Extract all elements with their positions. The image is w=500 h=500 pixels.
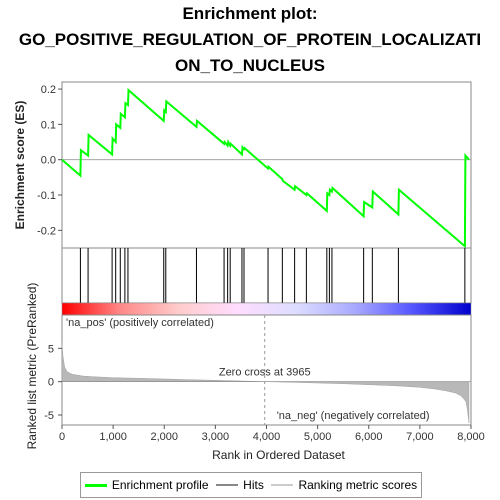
es-ylabel: Enrichment score (ES) xyxy=(13,101,27,230)
rank-heatmap xyxy=(61,302,472,316)
enrichment-chart: Zero cross at 3965 'na_pos' (positively c… xyxy=(13,81,485,462)
rank-plot-frame xyxy=(61,314,472,426)
xtick-label: 7,000 xyxy=(406,431,434,443)
rank-ytick-label: 5 xyxy=(48,343,54,355)
chart-title-line-1: Enrichment plot: xyxy=(182,4,318,23)
heatmap-bar xyxy=(61,302,472,316)
rank-ytick-label: -5 xyxy=(44,410,54,422)
es-ytick-label: -0.2 xyxy=(37,225,56,237)
xlabel: Rank in Ordered Dataset xyxy=(212,448,345,462)
zero-cross-label: Zero cross at 3965 xyxy=(219,367,311,379)
xtick-label: 2,000 xyxy=(150,431,178,443)
legend-item-enrichment: Enrichment profile xyxy=(84,478,209,492)
xtick-label: 8,000 xyxy=(457,431,485,443)
xtick-label: 0 xyxy=(59,431,65,443)
es-plot-frame xyxy=(61,81,472,249)
ranked-metric-panel: Zero cross at 3965 'na_pos' (positively c… xyxy=(61,314,472,426)
pos-correlated-label: 'na_pos' (positively correlated) xyxy=(66,317,214,329)
legend-label-ranking: Ranking metric scores xyxy=(298,478,418,492)
xtick-label: 5,000 xyxy=(304,431,332,443)
hits-panel xyxy=(61,247,472,304)
es-panel xyxy=(61,81,472,249)
chart-title-line-2: GO_POSITIVE_REGULATION_OF_PROTEIN_LOCALI… xyxy=(18,30,482,49)
legend-swatch-enrichment xyxy=(84,483,107,487)
xtick-label: 1,000 xyxy=(99,431,127,443)
legend-item-hits: Hits xyxy=(216,478,264,492)
legend: Enrichment profile Hits Ranking metric s… xyxy=(80,472,422,498)
xtick-label: 6,000 xyxy=(355,431,383,443)
es-ytick-label: 0.0 xyxy=(41,155,56,167)
axes: 0.2 0.1 0.0 -0.1 -0.2 Enrichment score (ES) 5 0… xyxy=(13,84,485,462)
legend-label-enrichment: Enrichment profile xyxy=(111,478,209,492)
neg-correlated-label: 'na_neg' (negatively correlated) xyxy=(277,410,430,422)
ranked-metric-area xyxy=(61,342,470,424)
legend-item-ranking: Ranking metric scores xyxy=(271,478,417,492)
legend-label-hits: Hits xyxy=(243,478,264,492)
enrichment-profile-line xyxy=(61,87,470,249)
xtick-label: 3,000 xyxy=(202,431,230,443)
es-ytick-label: -0.1 xyxy=(37,190,56,202)
legend-swatch-hits xyxy=(216,484,239,486)
hits-frame xyxy=(61,247,472,304)
es-ytick-label: 0.1 xyxy=(41,119,56,131)
chart-title-line-3: ON_TO_NUCLEUS xyxy=(175,56,325,75)
rank-ytick-label: 0 xyxy=(48,377,54,389)
es-ytick-label: 0.2 xyxy=(41,84,56,96)
xtick-label: 4,000 xyxy=(253,431,281,443)
legend-swatch-ranking xyxy=(271,484,294,486)
rank-ylabel: Ranked list metric (PreRanked) xyxy=(25,283,39,450)
